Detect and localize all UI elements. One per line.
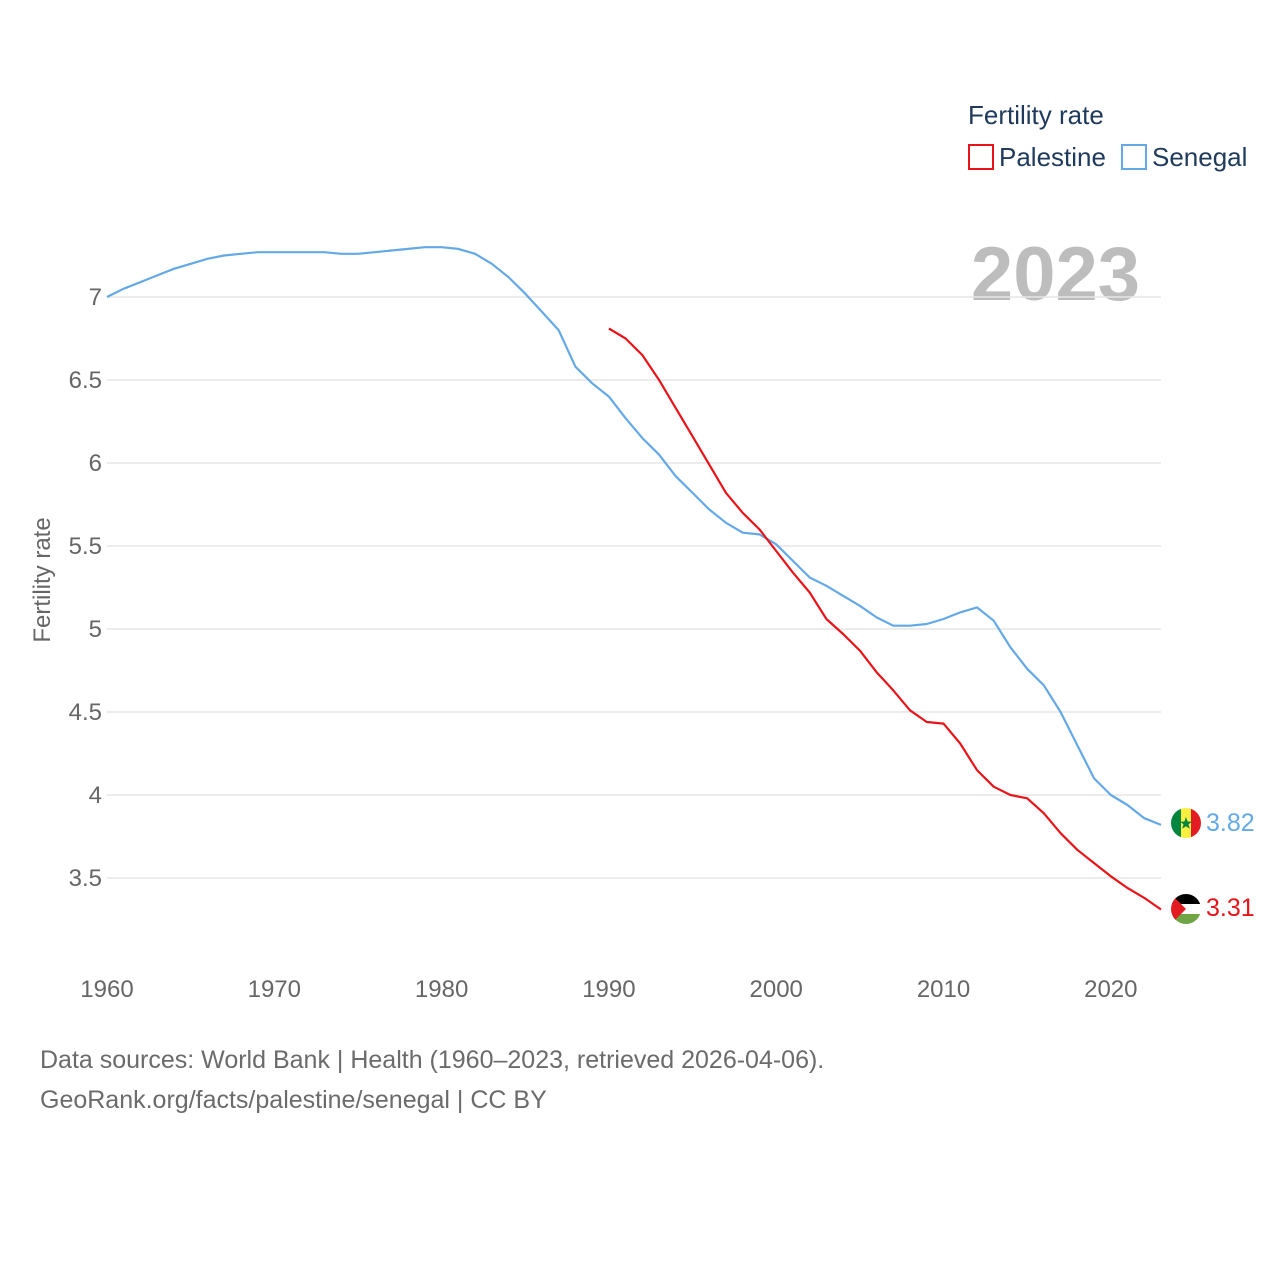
x-tick-label: 1990 (582, 976, 635, 1003)
legend-swatch-palestine (968, 144, 994, 170)
y-tick-label: 4.5 (69, 699, 102, 726)
x-axis-ticks: 1960 1970 1980 1990 2000 2010 2020 (80, 976, 1137, 1003)
senegal-end-marker: 3.82 (1171, 808, 1255, 838)
source-footer: Data sources: World Bank | Health (1960–… (40, 1040, 824, 1120)
credit-link[interactable]: GeoRank.org/facts/palestine/senegal | CC… (40, 1086, 547, 1114)
y-tick-label: 4 (89, 782, 102, 809)
y-tick-label: 3.5 (69, 865, 102, 892)
y-axis-title: Fertility rate (29, 517, 56, 642)
senegal-flag-icon (1171, 808, 1201, 838)
y-tick-label: 5.5 (69, 533, 102, 560)
legend-swatch-senegal (1121, 144, 1147, 170)
senegal-end-value: 3.82 (1206, 809, 1255, 837)
palestine-end-value: 3.31 (1206, 894, 1255, 922)
year-watermark: 2023 (971, 232, 1140, 317)
series-line-palestine (608, 327, 1162, 911)
palestine-flag-icon (1171, 894, 1201, 924)
legend-item-senegal[interactable]: Senegal (1121, 142, 1247, 172)
legend-item-palestine[interactable]: Palestine (968, 142, 1106, 172)
x-tick-label: 2020 (1084, 976, 1137, 1003)
palestine-end-marker: 3.31 (1171, 894, 1255, 924)
source-line: Data sources: World Bank | Health (1960–… (40, 1046, 825, 1074)
grid-lines (107, 296, 1161, 879)
line-chart: Fertility rate Palestine Senegal 2023 3.… (29, 100, 1255, 1003)
x-tick-label: 1960 (80, 976, 133, 1003)
legend-title: Fertility rate (968, 100, 1104, 130)
legend-label-palestine: Palestine (999, 142, 1106, 172)
y-tick-label: 7 (89, 284, 102, 311)
x-tick-label: 2010 (917, 976, 970, 1003)
y-axis-ticks: 3.5 4 4.5 5 5.5 6 6.5 7 (69, 284, 102, 892)
legend-label-senegal: Senegal (1152, 142, 1247, 172)
series-line-senegal (106, 246, 1162, 826)
x-tick-label: 2000 (750, 976, 803, 1003)
series-lines (106, 246, 1162, 911)
y-tick-label: 6.5 (69, 367, 102, 394)
x-tick-label: 1980 (415, 976, 468, 1003)
y-tick-label: 6 (89, 450, 102, 477)
y-tick-label: 5 (89, 616, 102, 643)
x-tick-label: 1970 (248, 976, 301, 1003)
